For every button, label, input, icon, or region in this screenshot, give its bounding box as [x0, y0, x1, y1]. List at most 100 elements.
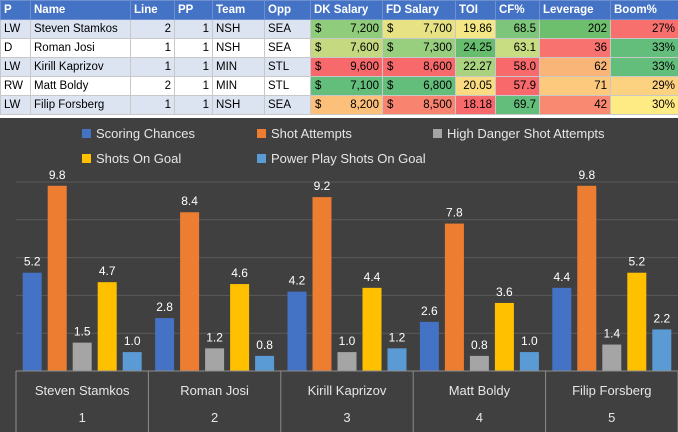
currency-symbol: $	[315, 23, 322, 35]
bar	[287, 291, 307, 371]
salary-value: 8,500	[423, 99, 452, 111]
cf-percent-cell: 57.9	[495, 76, 540, 96]
column-header[interactable]: Name	[30, 0, 131, 20]
column-header[interactable]: Leverage	[539, 0, 611, 20]
team-cell: MIN	[212, 76, 265, 96]
position-cell: RW	[0, 76, 31, 96]
table-row[interactable]: LW Kirill Kaprizov 1 1 MIN STL $9,600 $8,600 22.…	[0, 57, 678, 77]
salary-value: 8,600	[423, 61, 452, 73]
data-label: 9.8	[578, 168, 595, 182]
data-label: 1.4	[603, 327, 620, 341]
bar	[255, 355, 275, 371]
line-cell: 1	[130, 57, 175, 77]
table-row[interactable]: LW Steven Stamkos 2 1 NSH SEA $7,200 $7,700 19.8…	[0, 19, 678, 39]
column-header[interactable]: P	[0, 0, 31, 20]
legend-label: Shot Attempts	[271, 126, 352, 141]
team-cell: MIN	[212, 57, 265, 77]
bar	[387, 348, 407, 371]
toi-cell: 24.25	[455, 38, 496, 58]
bar	[97, 282, 117, 371]
bar	[519, 352, 539, 371]
dk-salary-cell: $8,200	[310, 95, 383, 115]
data-label: 1.5	[74, 325, 91, 339]
fd-salary-cell: $8,600	[382, 57, 456, 77]
data-label: 2.6	[421, 304, 438, 318]
currency-symbol: $	[387, 80, 394, 92]
player-name-cell: Roman Josi	[30, 38, 131, 58]
currency-symbol: $	[387, 99, 394, 111]
bar	[362, 287, 382, 371]
column-header[interactable]: CF%	[495, 0, 540, 20]
table-row[interactable]: D Roman Josi 1 1 NSH SEA $7,600 $7,300 24.25 63.1…	[0, 38, 678, 58]
pp-cell: 1	[174, 57, 213, 77]
salary-value: 7,100	[350, 80, 379, 92]
team-cell: NSH	[212, 95, 265, 115]
table-row[interactable]: LW Filip Forsberg 1 1 NSH SEA $8,200 $8,500 18.1…	[0, 95, 678, 115]
data-label: 4.7	[99, 264, 116, 278]
legend-swatch	[257, 129, 266, 138]
team-cell: NSH	[212, 38, 265, 58]
data-label: 1.0	[124, 334, 141, 348]
line-cell: 2	[130, 19, 175, 39]
bar	[494, 302, 514, 371]
category-index-label: 3	[343, 410, 350, 425]
column-header[interactable]: DK Salary	[310, 0, 383, 20]
table-spacer	[0, 114, 678, 119]
player-name-cell: Matt Boldy	[30, 76, 131, 96]
category-index-label: 2	[211, 410, 218, 425]
bar	[22, 272, 42, 371]
data-label: 9.2	[314, 179, 331, 193]
fd-salary-cell: $6,800	[382, 76, 456, 96]
boom-percent-cell: 29%	[610, 76, 678, 96]
currency-symbol: $	[387, 23, 394, 35]
salary-value: 7,700	[423, 23, 452, 35]
bar	[552, 287, 572, 371]
column-header[interactable]: Boom%	[610, 0, 678, 20]
line-cell: 1	[130, 38, 175, 58]
category-index-label: 4	[476, 410, 483, 425]
player-name-cell: Kirill Kaprizov	[30, 57, 131, 77]
category-label: Steven Stamkos	[35, 383, 130, 398]
pp-cell: 1	[174, 19, 213, 39]
opponent-cell: STL	[264, 76, 311, 96]
dk-salary-cell: $7,600	[310, 38, 383, 58]
data-label: 7.8	[446, 206, 463, 220]
position-cell: LW	[0, 19, 31, 39]
salary-value: 9,600	[350, 61, 379, 73]
currency-symbol: $	[387, 61, 394, 73]
pp-cell: 1	[174, 76, 213, 96]
dk-salary-cell: $7,100	[310, 76, 383, 96]
currency-symbol: $	[387, 42, 394, 54]
pp-cell: 1	[174, 38, 213, 58]
column-header[interactable]: Opp	[264, 0, 311, 20]
leverage-cell: 71	[539, 76, 611, 96]
column-header[interactable]: TOI	[455, 0, 496, 20]
boom-percent-cell: 27%	[610, 19, 678, 39]
position-cell: LW	[0, 57, 31, 77]
player-name-cell: Steven Stamkos	[30, 19, 131, 39]
bar	[602, 344, 622, 371]
bar	[205, 348, 225, 371]
legend-swatch	[257, 154, 266, 163]
legend-label: Power Play Shots On Goal	[271, 151, 426, 166]
opponent-cell: SEA	[264, 38, 311, 58]
column-header[interactable]: Line	[130, 0, 175, 20]
data-label: 5.2	[628, 255, 645, 269]
column-header[interactable]: PP	[174, 0, 213, 20]
toi-cell: 18.18	[455, 95, 496, 115]
currency-symbol: $	[315, 61, 322, 73]
column-header[interactable]: FD Salary	[382, 0, 456, 20]
boom-percent-cell: 33%	[610, 57, 678, 77]
opponent-cell: SEA	[264, 95, 311, 115]
bar	[47, 185, 67, 371]
bar	[577, 185, 597, 371]
data-label: 4.4	[553, 270, 570, 284]
column-header[interactable]: Team	[212, 0, 265, 20]
bar	[419, 321, 439, 371]
salary-value: 7,300	[423, 42, 452, 54]
boom-percent-cell: 30%	[610, 95, 678, 115]
data-label: 0.8	[256, 338, 273, 352]
player-name-cell: Filip Forsberg	[30, 95, 131, 115]
table-row[interactable]: RW Matt Boldy 2 1 MIN STL $7,100 $6,800 20.05 57.…	[0, 76, 678, 96]
data-label: 0.8	[471, 338, 488, 352]
